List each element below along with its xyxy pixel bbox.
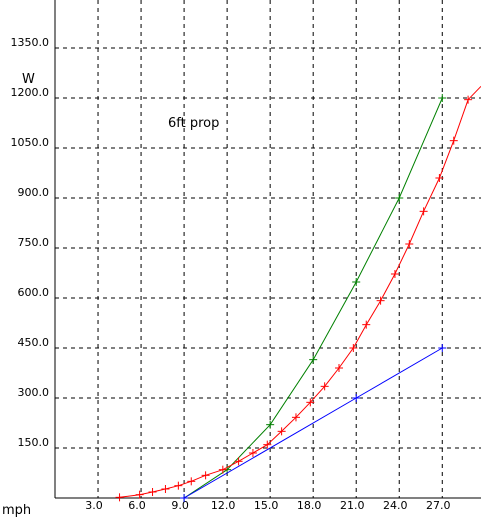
- series-line-continuation: [467, 85, 481, 101]
- data-point-marker: [390, 270, 399, 278]
- data-point-marker: [266, 420, 275, 429]
- data-point-marker: [335, 364, 343, 372]
- data-point-marker: [148, 488, 157, 496]
- data-point-marker: [309, 355, 318, 364]
- data-point-marker: [449, 136, 458, 145]
- data-point-marker: [352, 394, 361, 402]
- data-point-marker: [201, 471, 210, 480]
- x-tick-label: 9.0: [171, 499, 189, 512]
- y-tick-label: 900.0: [18, 186, 50, 199]
- y-tick-label: 1050.0: [11, 136, 50, 149]
- chart-annotation: 6ft prop: [168, 116, 219, 131]
- y-tick-label: 300.0: [18, 386, 50, 399]
- x-tick-label: 18.0: [297, 499, 322, 512]
- y-tick-labels: 150.0 300.0 450.0 600.0 750.0 900.0 1050.0 1200…: [11, 36, 50, 449]
- y-axis-unit: W: [22, 72, 35, 87]
- x-tick-label: 3.0: [85, 499, 103, 512]
- x-tick-labels: 3.0 6.0 9.0 12.0 15.0 18.0 21.0 24.0 27.0: [85, 499, 450, 512]
- data-point-marker: [320, 382, 329, 391]
- y-tick-label: 750.0: [18, 236, 50, 249]
- y-tick-label: 1200.0: [11, 86, 50, 99]
- data-point-marker: [187, 477, 196, 486]
- x-tick-label: 15.0: [254, 499, 279, 512]
- data-point-marker: [161, 485, 170, 493]
- data-point-marker: [115, 493, 124, 502]
- x-tick-label: 24.0: [383, 499, 408, 512]
- x-axis-unit: mph: [2, 503, 31, 518]
- y-tick-label: 1350.0: [11, 36, 50, 49]
- data-point-marker: [349, 344, 358, 352]
- data-point-marker: [395, 194, 404, 202]
- data-point-marker: [405, 240, 414, 248]
- axes: [54, 0, 481, 499]
- data-point-marker: [277, 427, 286, 436]
- data-point-marker: [180, 494, 189, 502]
- x-tick-label: 12.0: [211, 499, 236, 512]
- data-point-marker: [174, 481, 183, 490]
- data-point-marker: [438, 94, 447, 102]
- data-point-marker: [218, 465, 227, 474]
- data-point-marker: [362, 320, 371, 329]
- y-tick-label: 450.0: [18, 336, 50, 349]
- grid-lines: [55, 0, 481, 498]
- y-tick-label: 600.0: [18, 286, 50, 299]
- y-tick-label: 150.0: [18, 436, 50, 449]
- data-point-marker: [435, 174, 444, 182]
- series-2: [115, 95, 473, 502]
- x-tick-label: 21.0: [340, 499, 365, 512]
- data-point-marker: [263, 440, 272, 449]
- data-point-marker: [352, 278, 361, 286]
- x-tick-label: 27.0: [426, 499, 451, 512]
- series-3: [180, 344, 447, 502]
- data-point-marker: [438, 344, 447, 352]
- data-point-marker: [234, 457, 243, 466]
- data-point-marker: [376, 296, 385, 305]
- data-point-marker: [306, 398, 315, 407]
- data-point-marker: [419, 207, 428, 216]
- data-point-marker: [291, 413, 300, 422]
- series-layer: [115, 85, 481, 502]
- data-point-marker: [248, 449, 257, 457]
- x-tick-label: 6.0: [128, 499, 146, 512]
- data-point-marker: [135, 490, 144, 499]
